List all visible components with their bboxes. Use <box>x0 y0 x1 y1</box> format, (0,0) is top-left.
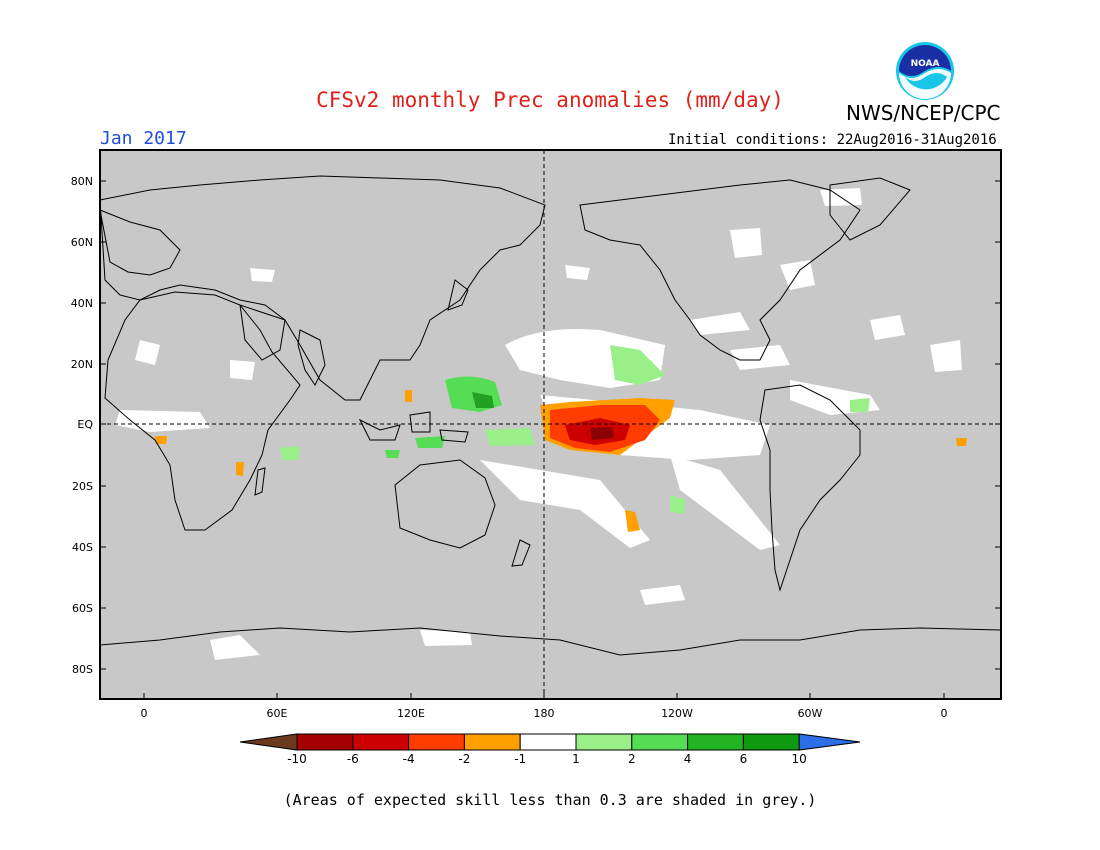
lat-label: 80N <box>71 175 93 188</box>
indonesia-outline <box>358 411 469 443</box>
greenland-outline <box>829 177 911 241</box>
colorbar-swatch <box>575 733 633 751</box>
colorbar-swatch <box>519 733 577 751</box>
latitude-axis: 80N 60N 40N 20N EQ 20S 40S 60S 80S <box>71 175 1001 676</box>
colorbar-label: -10 <box>287 752 307 766</box>
map-title: CFSv2 monthly Prec anomalies (mm/day) <box>316 88 784 112</box>
colorbar-label: 2 <box>628 752 636 766</box>
africa-outline <box>104 291 301 531</box>
lat-label: 40S <box>72 541 93 554</box>
colorbar-label: 10 <box>792 752 807 766</box>
lon-label: 180 <box>534 707 555 720</box>
lon-label: 0 <box>941 707 948 720</box>
colorbar-label: 4 <box>684 752 692 766</box>
severe-negative-anomaly <box>590 427 614 440</box>
colorbar-swatch <box>631 733 689 751</box>
japan-outline <box>447 279 469 311</box>
colorbar-label: 1 <box>572 752 580 766</box>
colorbar-swatch <box>296 733 354 751</box>
new-zealand-outline <box>511 539 531 567</box>
antarctica-outline <box>99 627 1001 656</box>
strong-positive-anomaly <box>472 392 494 408</box>
colorbar-label: -1 <box>514 752 526 766</box>
lat-label: 60N <box>71 236 93 249</box>
colorbar-swatch <box>687 733 744 751</box>
skill-footnote: (Areas of expected skill less than 0.3 a… <box>283 791 817 809</box>
initial-conditions-label: Initial conditions: 22Aug2016-31Aug2016 <box>668 132 997 148</box>
colorbar-swatch <box>352 733 410 751</box>
colorbar-label: -2 <box>458 752 470 766</box>
lat-label: 20N <box>71 358 93 371</box>
colorbar-label: 6 <box>740 752 748 766</box>
svg-text:NOAA: NOAA <box>911 59 940 69</box>
coastlines <box>99 175 1001 656</box>
lat-label: 20S <box>72 480 93 493</box>
india-outline <box>297 329 326 386</box>
australia-outline <box>394 459 496 549</box>
colorbar-swatch <box>408 733 465 751</box>
colorbar-label: -6 <box>347 752 359 766</box>
colorbar-arrow-low <box>239 733 298 751</box>
lon-label: 60E <box>267 707 288 720</box>
madagascar-outline <box>254 467 266 496</box>
colorbar-legend: -10 -6 -4 -2 -1 1 2 4 6 10 <box>239 733 861 766</box>
longitude-axis: 0 60E 120E 180 120W 60W 0 <box>141 693 948 720</box>
lon-label: 60W <box>798 707 823 720</box>
south-america-outline <box>759 384 861 592</box>
europe-outline <box>99 209 181 276</box>
colorbar-swatch <box>742 733 800 751</box>
lat-label: EQ <box>77 418 93 431</box>
lon-label: 0 <box>141 707 148 720</box>
lat-label: 80S <box>72 663 93 676</box>
lon-label: 120E <box>397 707 425 720</box>
colorbar-swatch <box>463 733 521 751</box>
colorbar-label: -4 <box>403 752 415 766</box>
eurasia-outline <box>99 175 546 401</box>
light-positive-anomaly <box>280 345 870 514</box>
forecast-month-label: Jan 2017 <box>100 128 187 149</box>
noaa-logo: NOAA <box>896 42 954 100</box>
colorbar-arrow-high <box>798 733 861 751</box>
lat-label: 60S <box>72 602 93 615</box>
arabia-outline <box>239 304 286 361</box>
lat-label: 40N <box>71 297 93 310</box>
agency-label: NWS/NCEP/CPC <box>846 101 1001 125</box>
north-america-outline <box>579 179 861 361</box>
lon-label: 120W <box>661 707 693 720</box>
